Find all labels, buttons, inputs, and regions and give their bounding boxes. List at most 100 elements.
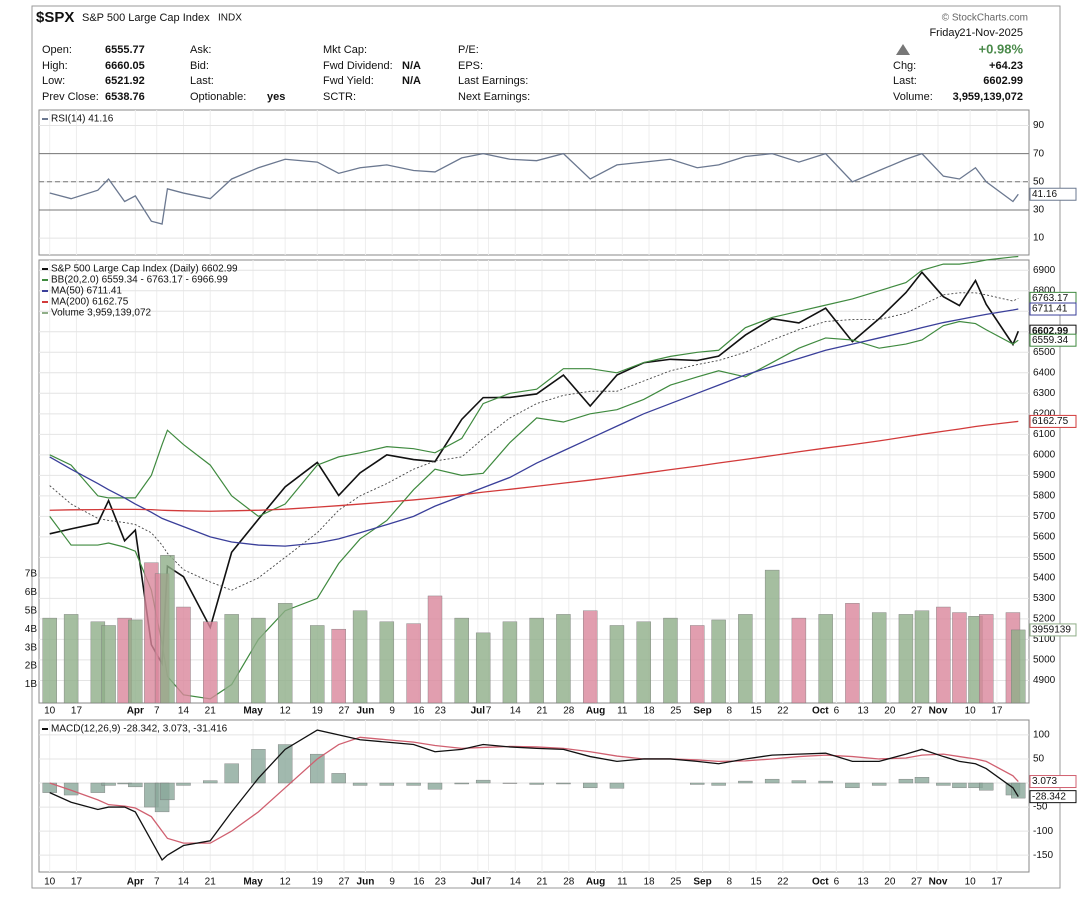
bar [406, 782, 421, 786]
y2-tick-label: 6B [25, 587, 38, 598]
x-tick-label: Apr [127, 877, 144, 888]
bar [690, 625, 705, 704]
x-tick-label: 28 [563, 877, 575, 888]
bar [176, 782, 191, 786]
x-tick-label: 8 [727, 706, 733, 717]
x-tick-label: 13 [858, 706, 870, 717]
x-tick-label: 18 [643, 706, 655, 717]
bar [502, 621, 518, 704]
end-label: -28.342 [1032, 791, 1066, 802]
x-tick-label: 17 [71, 706, 83, 717]
bar [871, 612, 887, 704]
date: 21-Nov-2025 [959, 27, 1023, 39]
bar [251, 617, 266, 704]
symbol: $SPX [36, 9, 74, 26]
bar [224, 614, 239, 704]
y-tick-label: 6500 [1033, 347, 1056, 358]
x-tick-label: 6 [834, 706, 840, 717]
field-label: Open: [42, 44, 72, 56]
x-tick-label: 7 [486, 706, 492, 717]
bar [764, 569, 780, 704]
y-tick-label: 6400 [1033, 367, 1056, 378]
bar [128, 782, 143, 788]
x-tick-label: 17 [991, 706, 1003, 717]
x-tick-label: May [243, 706, 263, 717]
end-label-box [1029, 790, 1077, 804]
bar [529, 617, 544, 704]
x-tick-label: 10 [44, 706, 56, 717]
y-tick-label: 90 [1033, 120, 1045, 131]
y-tick-label: 5300 [1033, 593, 1056, 604]
field-value: 6521.92 [105, 75, 145, 87]
x-tick-label: 10 [44, 877, 56, 888]
y-tick-label: 30 [1033, 205, 1045, 216]
field-label: P/E: [458, 44, 479, 56]
field-label: EPS: [458, 60, 483, 72]
y2-tick-label: 2B [25, 661, 38, 672]
bar [101, 782, 116, 786]
field-label: SCTR: [323, 91, 356, 103]
bar [914, 777, 930, 784]
x-tick-label: Nov [929, 877, 948, 888]
x-tick-label: Jul [471, 877, 486, 888]
x-tick-label: 20 [884, 706, 896, 717]
bar [582, 782, 598, 789]
field-label: Bid: [190, 60, 209, 72]
y-tick-label: 6100 [1033, 429, 1056, 440]
y-tick-label: 5600 [1033, 532, 1056, 543]
bar [277, 603, 293, 704]
x-tick-label: 21 [536, 706, 548, 717]
brand: © StockCharts.com [942, 13, 1028, 24]
series-line [49, 729, 1019, 862]
end-label-box [1029, 302, 1077, 316]
series-line [49, 152, 1019, 225]
series-line [49, 420, 1019, 512]
y-tick-label: 50 [1033, 754, 1045, 765]
field-value: 6538.76 [105, 91, 145, 103]
x-tick-label: 20 [884, 877, 896, 888]
field-label: Low: [42, 75, 65, 87]
bar [898, 778, 914, 784]
x-tick-label: 22 [777, 877, 789, 888]
y-tick-label: -150 [1033, 850, 1053, 861]
legend-entry: MA(200) 6162.75 [51, 297, 129, 308]
bar [978, 782, 994, 791]
field-label: Next Earnings: [458, 91, 530, 103]
field-label: Mkt Cap: [323, 44, 367, 56]
bar [952, 782, 967, 789]
x-tick-label: 17 [71, 877, 83, 888]
bar [352, 610, 368, 704]
y2-tick-label: 5B [25, 605, 38, 616]
y-tick-label: 5500 [1033, 552, 1056, 563]
bar [160, 555, 175, 704]
end-label-box [1029, 623, 1077, 637]
field-label: Last Earnings: [458, 75, 528, 87]
stat-value: +64.23 [989, 60, 1023, 72]
bar [791, 617, 807, 704]
x-tick-label: 10 [965, 706, 977, 717]
y2-tick-label: 4B [25, 624, 38, 635]
y-tick-label: 100 [1033, 730, 1050, 741]
stat-label: Volume: [893, 91, 933, 103]
bar [609, 625, 625, 704]
x-tick-label: 21 [205, 877, 217, 888]
end-label: 41.16 [1032, 189, 1057, 200]
end-label: 3.073 [1032, 776, 1057, 787]
bar [845, 603, 860, 704]
bar [379, 782, 395, 786]
bar [224, 763, 239, 784]
field-label: Ask: [190, 44, 211, 56]
x-tick-label: Jun [357, 877, 375, 888]
stat-label: Last: [893, 75, 917, 87]
end-label: 6763.17 [1032, 293, 1069, 304]
bar [176, 606, 191, 704]
bar [406, 623, 421, 704]
series-line [49, 292, 1019, 591]
field-label: Prev Close: [42, 91, 99, 103]
bar [952, 612, 967, 704]
up-arrow [896, 44, 910, 55]
x-tick-label: 9 [389, 877, 395, 888]
y-tick-label: 4900 [1033, 675, 1056, 686]
x-tick-label: 15 [751, 706, 763, 717]
